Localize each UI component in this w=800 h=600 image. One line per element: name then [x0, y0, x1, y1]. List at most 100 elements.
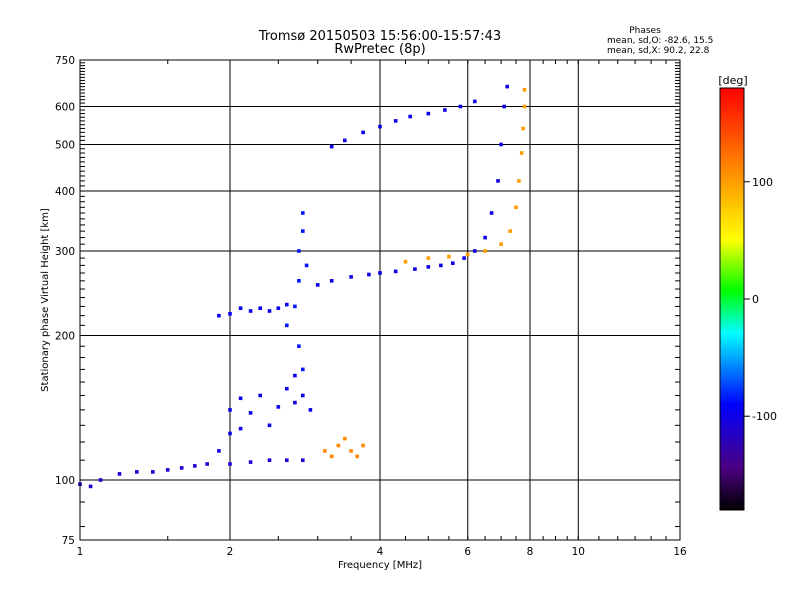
data-point: [238, 396, 243, 401]
data-point: [367, 272, 371, 277]
data-point: [343, 436, 347, 441]
y-tick-label: 200: [55, 331, 75, 343]
data-point: [361, 130, 365, 135]
colorbar-label: [deg]: [718, 74, 747, 87]
x-axis-label: Frequency [MHz]: [338, 560, 422, 571]
data-point: [426, 111, 431, 116]
x-tick-label: 4: [377, 546, 384, 558]
data-point: [205, 462, 209, 466]
data-point: [238, 306, 243, 310]
y-tick-label: 750: [55, 55, 75, 67]
y-axis-label: Stationary phase Virtual Height [km]: [40, 208, 51, 392]
data-points: [78, 84, 527, 489]
x-tick-label: 10: [572, 546, 585, 558]
data-point: [499, 142, 503, 147]
data-point: [502, 104, 506, 109]
data-point: [258, 306, 262, 310]
data-point: [378, 271, 382, 275]
data-point: [336, 443, 341, 448]
y-tick-label: 100: [55, 475, 75, 487]
data-point: [413, 267, 417, 271]
data-point: [267, 458, 272, 462]
chart-subtitle: RwPretec (8p): [334, 42, 425, 57]
data-point: [248, 309, 253, 313]
data-point: [462, 256, 466, 260]
y-tick-label: 500: [55, 140, 75, 152]
data-point: [228, 431, 232, 436]
data-point: [151, 470, 155, 474]
data-point: [293, 304, 297, 309]
colorbar: [719, 87, 745, 511]
data-point: [293, 373, 297, 378]
data-point: [355, 454, 359, 459]
data-point: [473, 249, 477, 253]
data-point: [451, 261, 455, 265]
data-point: [217, 449, 221, 453]
data-point: [378, 124, 382, 129]
data-point: [293, 400, 297, 405]
data-point: [297, 344, 301, 348]
data-point: [443, 108, 447, 112]
data-point: [301, 367, 305, 372]
data-point: [135, 470, 139, 474]
data-point: [517, 179, 521, 183]
data-point: [285, 386, 289, 391]
data-point: [508, 229, 512, 233]
data-point: [519, 151, 524, 155]
data-point: [267, 423, 272, 428]
data-point: [343, 138, 347, 143]
data-point: [193, 464, 197, 468]
data-point: [522, 88, 527, 92]
x-tick-label: 1: [77, 546, 84, 558]
data-point: [248, 411, 253, 415]
colorbar-tick-label: 0: [752, 293, 759, 306]
data-point: [297, 279, 301, 283]
colorbar-tick-label: -100: [752, 410, 777, 423]
data-point: [304, 263, 309, 268]
data-point: [329, 279, 334, 283]
data-point: [301, 458, 305, 462]
data-point: [258, 393, 262, 398]
x-ticks: 1 2 4 6 8 10 16: [77, 60, 687, 558]
data-point: [458, 104, 463, 109]
y-tick-label: 400: [55, 186, 75, 198]
data-point: [426, 265, 431, 269]
y-tick-label: 300: [55, 246, 75, 258]
data-point: [349, 275, 353, 279]
data-point: [228, 312, 232, 316]
data-point: [276, 405, 281, 409]
data-point: [403, 259, 408, 264]
data-point: [489, 211, 494, 215]
stats-x-line: mean, sd,X: 90.2, 22.8: [607, 46, 710, 56]
data-point: [329, 454, 334, 459]
data-point: [522, 104, 527, 109]
data-point: [349, 449, 353, 453]
data-point: [473, 99, 477, 104]
data-point: [217, 313, 221, 318]
stats-o-line: mean, sd,O: -82.6, 15.5: [607, 36, 713, 46]
data-point: [285, 302, 289, 307]
x-tick-label: 8: [527, 546, 534, 558]
data-point: [276, 306, 281, 310]
data-point: [285, 323, 289, 328]
data-point: [426, 256, 431, 260]
data-point: [393, 119, 398, 123]
data-point: [308, 408, 313, 412]
data-point: [301, 229, 305, 233]
data-point: [329, 144, 334, 149]
data-point: [496, 179, 500, 183]
data-point: [297, 249, 301, 253]
y-tick-label: 600: [55, 102, 75, 114]
x-tick-label: 16: [673, 546, 687, 558]
y-tick-label: 75: [62, 535, 75, 547]
data-point: [179, 466, 184, 470]
data-point: [361, 443, 365, 448]
data-point: [483, 249, 487, 253]
data-point: [408, 114, 412, 119]
stats-header: Phases: [629, 26, 661, 36]
data-point: [323, 449, 327, 453]
data-point: [447, 254, 451, 259]
y-ticks: 75 100 200 300 400 500 600 750: [55, 55, 680, 547]
data-point: [465, 252, 470, 257]
